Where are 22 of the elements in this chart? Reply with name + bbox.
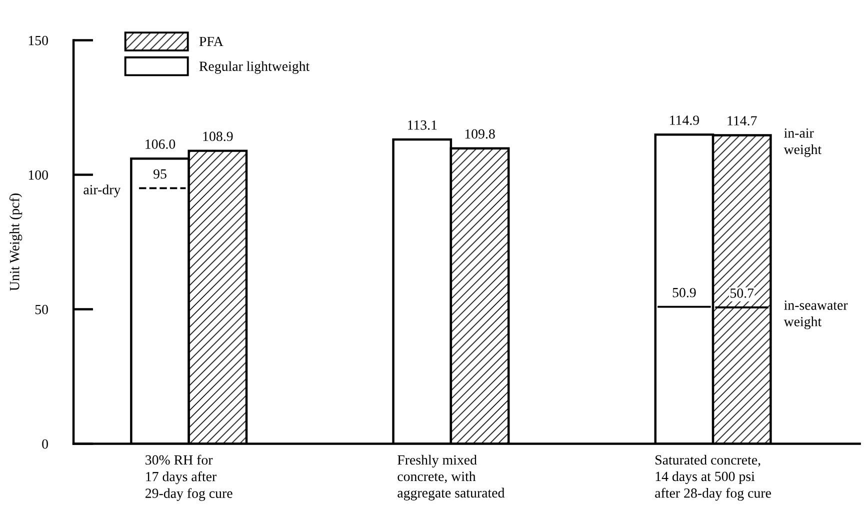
ref-line-label: 50.9: [672, 288, 696, 298]
legend-label: Regular lightweight: [199, 61, 310, 74]
data-label: 113.1: [408, 120, 437, 130]
y-tick-label: 150: [28, 36, 48, 46]
y-tick-label: 50: [35, 304, 48, 314]
y-tick-label: 100: [28, 170, 48, 180]
x-tick-label: Freshly mixed concrete, with aggregate saturated: [398, 454, 505, 500]
data-label: 108.9: [203, 132, 233, 142]
x-tick-label: 30% RH for 17 days after 29-day fog cure: [145, 454, 232, 501]
ref-line-label: 95: [154, 169, 166, 179]
annotation: in-seawater weight: [784, 300, 848, 330]
data-label: 109.8: [465, 129, 495, 139]
data-label: 114.9: [670, 116, 699, 125]
data-label: 114.7: [728, 116, 757, 126]
annotation: air-dry: [84, 184, 121, 198]
y-axis-title: Unit Weight (pcf): [9, 194, 22, 291]
annotation: in-air weight: [784, 128, 822, 158]
data-label: 106.0: [146, 139, 176, 149]
y-tick-label: 0: [42, 439, 48, 449]
ref-line-label: 50.7: [730, 288, 754, 298]
x-tick-label: Saturated concrete, 14 days at 500 psi after 28-day fog cure: [655, 454, 771, 501]
legend-label: PFA: [199, 36, 224, 46]
